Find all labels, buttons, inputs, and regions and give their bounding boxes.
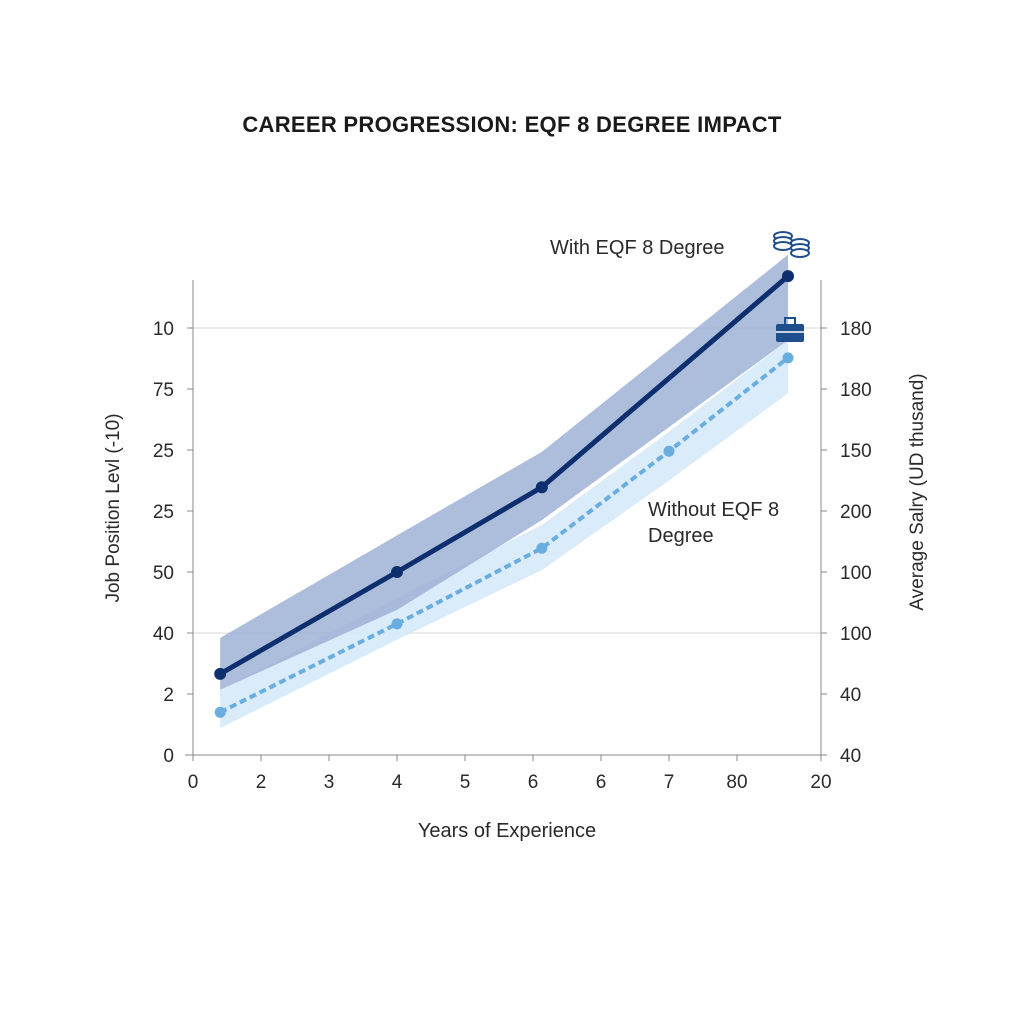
- y2-tick-label: 180: [840, 319, 872, 340]
- series-label-with: With EQF 8 Degree: [550, 237, 725, 259]
- y-tick-label: 40: [153, 624, 174, 645]
- y-tick-label: 50: [153, 563, 174, 584]
- y2-tick-label: 40: [840, 746, 861, 767]
- y-tick-label: 25: [153, 441, 174, 462]
- y2-tick-label: 150: [840, 441, 872, 462]
- x-tick-label: 7: [664, 772, 675, 793]
- x-tick-label: 0: [188, 772, 199, 793]
- confidence-band: [220, 254, 788, 690]
- x-tick-label: 6: [528, 772, 539, 793]
- y-axis-label: Job Position Levl (-10): [103, 413, 124, 602]
- y2-tick-label: 180: [840, 380, 872, 401]
- y-tick-label: 0: [163, 746, 174, 767]
- confidence-band: [220, 340, 788, 729]
- y-tick-label: 10: [153, 319, 174, 340]
- briefcase-icon: [776, 324, 804, 342]
- y-tick-label: 25: [153, 502, 174, 523]
- briefcase-handle-icon: [784, 317, 796, 326]
- data-point: [214, 706, 226, 718]
- y2-tick-label: 40: [840, 685, 861, 706]
- series-line: [218, 274, 790, 677]
- y-tick-label: 2: [163, 685, 174, 706]
- x-axis-label: Years of Experience: [418, 820, 596, 842]
- coins-icon: [790, 238, 810, 258]
- chart-title: CAREER PROGRESSION: EQF 8 DEGREE IMPACT: [242, 112, 782, 137]
- y2-tick-label: 100: [840, 624, 872, 645]
- y2-axis-label: Average Salry (UD thusand): [907, 373, 928, 610]
- x-tick-label: 6: [596, 772, 607, 793]
- series-label-without: Degree: [648, 525, 714, 547]
- x-tick-label: 20: [810, 772, 831, 793]
- x-tick-label: 2: [256, 772, 267, 793]
- data-point: [782, 270, 794, 283]
- coins-icon: [773, 231, 793, 251]
- data-point: [214, 667, 227, 680]
- data-point: [391, 618, 403, 630]
- data-point: [391, 566, 403, 578]
- data-point: [782, 352, 794, 364]
- x-tick-label: 5: [460, 772, 471, 793]
- x-tick-label: 4: [392, 772, 403, 793]
- x-tick-label: 3: [324, 772, 335, 793]
- x-tick-label: 80: [726, 772, 747, 793]
- y2-tick-label: 100: [840, 563, 872, 584]
- data-point: [536, 542, 548, 554]
- y2-tick-label: 200: [840, 502, 872, 523]
- series-label-without: Without EQF 8: [648, 499, 779, 521]
- data-point: [535, 481, 548, 494]
- data-point: [663, 445, 675, 457]
- y-tick-label: 75: [153, 380, 174, 401]
